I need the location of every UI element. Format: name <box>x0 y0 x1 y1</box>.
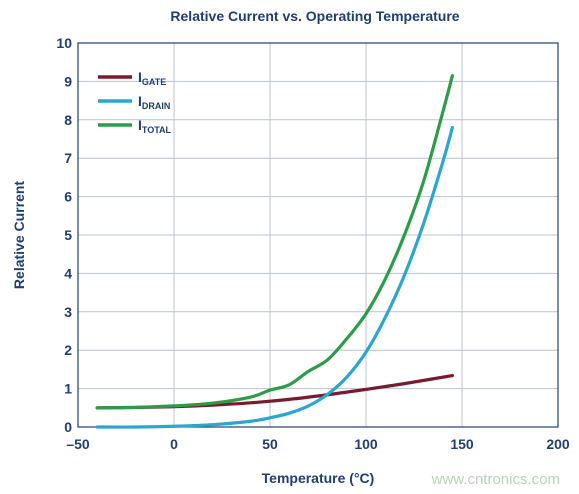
x-tick-label: 0 <box>170 436 178 452</box>
y-tick-label: 1 <box>64 381 72 397</box>
y-tick-label: 0 <box>64 419 72 435</box>
x-tick-label: –50 <box>66 436 90 452</box>
legend-label-total: ITOTAL <box>138 117 172 135</box>
x-tick-label: 200 <box>546 436 570 452</box>
x-axis-label: Temperature (°C) <box>262 470 375 486</box>
x-tick-label: 150 <box>450 436 474 452</box>
series-lines <box>95 74 454 429</box>
y-tick-label: 10 <box>56 35 72 51</box>
watermark: www.cntronics.com <box>431 471 560 488</box>
y-tick-label: 2 <box>64 342 72 358</box>
y-tick-label: 8 <box>64 112 72 128</box>
x-tick-label: 50 <box>262 436 278 452</box>
chart-title: Relative Current vs. Operating Temperatu… <box>170 8 459 24</box>
y-tick-label: 3 <box>64 304 72 320</box>
series-line-drain <box>95 125 454 429</box>
x-tick-labels: –50 0 50 100 150 200 <box>66 436 570 452</box>
legend-label-gate: IGATE <box>138 69 166 87</box>
legend: IGATE IDRAIN ITOTAL <box>98 69 172 135</box>
plot-frame <box>77 42 559 428</box>
y-axis-label: Relative Current <box>11 181 27 289</box>
y-tick-label: 7 <box>64 150 72 166</box>
series-line-gate <box>95 373 454 410</box>
y-tick-labels: 0 1 2 3 4 5 6 7 8 9 10 <box>56 35 72 435</box>
legend-label-drain: IDRAIN <box>138 93 170 111</box>
y-tick-label: 4 <box>64 265 72 281</box>
x-tick-label: 100 <box>354 436 378 452</box>
y-tick-label: 5 <box>64 227 72 243</box>
y-tick-label: 9 <box>64 73 72 89</box>
y-tick-label: 6 <box>64 189 72 205</box>
series-line-total <box>95 74 454 410</box>
